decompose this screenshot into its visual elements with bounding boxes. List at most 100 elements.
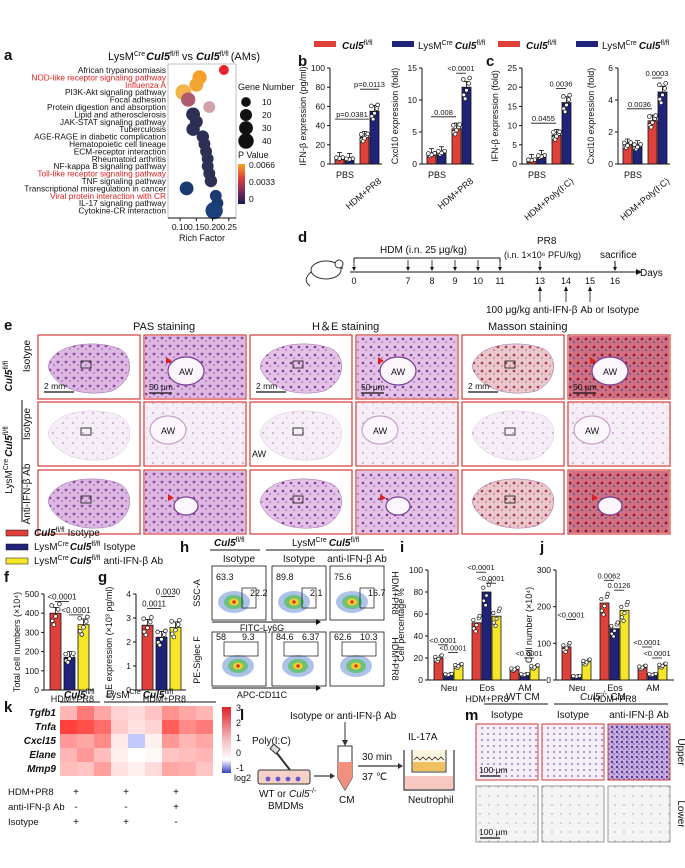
- y-tick-label: 15: [408, 63, 418, 73]
- y-tick-label: 0: [418, 675, 423, 685]
- histology-image: [249, 469, 353, 535]
- p-value-label: p=0.0381: [336, 110, 368, 119]
- airway-label: AW: [161, 426, 176, 436]
- data-point: [526, 157, 531, 163]
- pathway-label: ECM-receptor interaction: [74, 146, 167, 156]
- data-point: [609, 624, 614, 629]
- panel-letter-e: e: [4, 317, 12, 334]
- histology-image: AW 50 μm: [567, 334, 671, 400]
- pr8-arrowhead: [538, 267, 542, 271]
- data-point: [625, 143, 630, 148]
- data-point: [587, 657, 592, 662]
- data-point: [635, 144, 640, 150]
- data-point: [657, 82, 662, 88]
- condition-sign: -: [74, 802, 77, 813]
- p-value-label: 0.0062: [598, 571, 621, 580]
- row1-gene: Cul5: [4, 369, 15, 391]
- pathway-label: Lipid and atherosclerosis: [74, 109, 166, 119]
- pipette-icon: [269, 743, 291, 771]
- airway-lumen: [361, 415, 399, 445]
- p-value-label: <0.0001: [643, 649, 670, 658]
- data-point: [365, 131, 370, 137]
- gate: [283, 641, 319, 657]
- data-point: [85, 614, 90, 620]
- legend-prefix-sup: Cre: [58, 541, 69, 548]
- airway-label: AW: [373, 426, 388, 436]
- y-tick-label: 200: [537, 602, 551, 612]
- size-legend-label: 40: [262, 136, 272, 146]
- row23-sup: Cre: [3, 459, 10, 470]
- data-point: [459, 661, 464, 666]
- data-point: [577, 673, 582, 678]
- legend-swatch: [5, 543, 29, 551]
- transwell-icon: [403, 750, 455, 791]
- hdm-arrowhead: [498, 267, 502, 271]
- m-head-ko-gene: Cul5: [580, 692, 601, 703]
- flow-plot: 62.6 10.3: [329, 631, 385, 687]
- heatmap-cell: [60, 762, 77, 776]
- data-point: [566, 97, 571, 102]
- chart-c2: 0 2 4 6 Cxcl10 expression (fold) 0.0036 0.0003…: [586, 63, 671, 223]
- gene-number-legend: 10 20 30 40: [238, 97, 272, 149]
- l-source1-text: WT or: [259, 789, 287, 800]
- heatmap-cell: [145, 720, 162, 734]
- y-tick-label: 3: [126, 613, 131, 623]
- data-point: [611, 634, 616, 639]
- pathway-label: JAK-STAT signaling pathway: [60, 117, 167, 127]
- condition-sign: +: [123, 817, 129, 828]
- bar: [599, 602, 610, 681]
- red-arrow: [592, 494, 598, 501]
- panel-k-heatmap: k Cul5fl/fl LysMCre Cul5fl/fl Tgfb1TnfaCx…: [4, 689, 251, 828]
- p-value-label: 0.0455: [532, 114, 555, 123]
- data-point: [650, 120, 655, 125]
- transwell-images: Isotype Isotype anti-IFN-β Ab 100 μm 100 μm: [475, 710, 671, 843]
- category-label: AM: [518, 683, 532, 693]
- row23-sup2: fl/fl: [3, 426, 10, 435]
- l-arrow-1-head: [330, 773, 335, 779]
- data-point: [493, 623, 498, 628]
- scale-label: 2 mm: [44, 381, 65, 391]
- data-point: [554, 134, 559, 139]
- data-point: [648, 125, 654, 130]
- data-point: [53, 614, 58, 619]
- y-tick-label: 100: [537, 638, 551, 648]
- pathway-bubble: [218, 65, 229, 75]
- panel-letter-k: k: [4, 699, 13, 716]
- legend-right-sup2-2: fl/fl: [660, 40, 669, 47]
- zoom-box: [80, 360, 92, 369]
- panel-a: a LysMCreCul5fl/fl vs Cul5fl/fl (AMs) Afric…: [4, 47, 295, 243]
- x-tick-label: 0.20: [204, 222, 221, 232]
- x-category-label: HDM+PR8: [344, 176, 384, 211]
- histology-image: AW: [143, 401, 247, 467]
- data-point: [529, 664, 534, 669]
- data-point: [601, 612, 606, 617]
- pathway-bubble: [203, 101, 216, 113]
- chart-i: 0 20 40 60 80 100 Cell percentage % Neu Eos AM <0.…: [396, 563, 546, 704]
- data-point: [452, 131, 458, 137]
- condition-sign: +: [173, 787, 179, 798]
- p-value-label: <0.0001: [439, 644, 466, 653]
- data-point: [176, 622, 181, 627]
- hdm-arrowhead: [430, 267, 434, 271]
- l-arrow-down-head: [342, 740, 348, 746]
- condition-sign: -: [174, 817, 177, 828]
- h-col1-gene: Cul5: [214, 538, 236, 549]
- gate-percent: 84.6: [276, 632, 294, 642]
- k-head2-prefix: LysM: [106, 690, 130, 701]
- legend-entry: LysMCreCul5fl/fl anti-IFN-β Ab: [34, 555, 164, 567]
- heatmap-cell: [77, 762, 94, 776]
- hdm-arrowhead: [476, 267, 480, 271]
- pathway-bubble: [186, 122, 200, 136]
- lung-section: [471, 343, 554, 394]
- size-legend-label: 20: [262, 110, 272, 120]
- heatmap-cell: [111, 762, 128, 776]
- gate-percent: 16.7: [368, 588, 386, 598]
- lung-section: [47, 478, 130, 529]
- p-value-label: 0.0003: [646, 69, 669, 78]
- heatmap-cell: [145, 762, 162, 776]
- gate-percent: 63.3: [216, 572, 234, 582]
- data-point: [647, 114, 652, 119]
- title-suffix: (AMs): [231, 51, 260, 63]
- x-tick-label: 0.10: [172, 222, 189, 232]
